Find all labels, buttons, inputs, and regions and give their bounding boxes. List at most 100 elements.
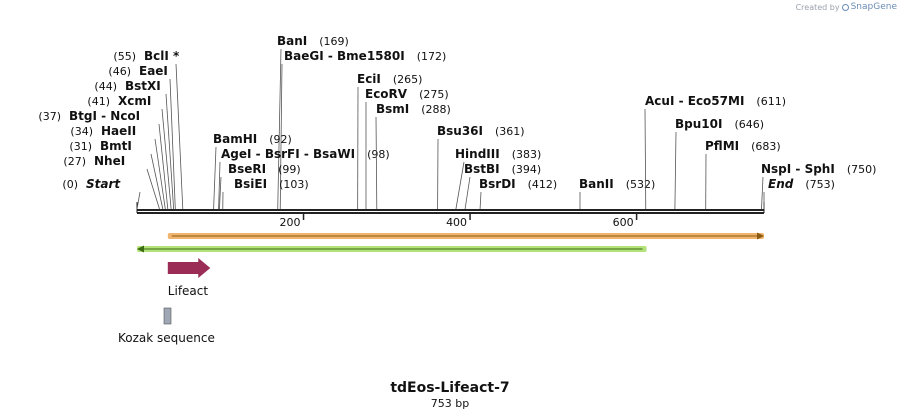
site-banii[interactable]: (532) BanII: [579, 177, 655, 210]
site-bani[interactable]: (169) BanI: [277, 34, 349, 210]
site-name[interactable]: Start: [86, 177, 121, 191]
site-position: (361): [495, 125, 525, 138]
site-bcli-[interactable]: (55) BclI *: [113, 49, 184, 210]
site-leader-line: [464, 176, 471, 210]
site-position: (34): [70, 125, 93, 138]
site-position: (383): [512, 148, 542, 161]
track-reverse[interactable]: [137, 245, 647, 253]
site-name[interactable]: BamHI: [213, 132, 257, 146]
site-leader-line: [277, 48, 282, 210]
site-name[interactable]: EaeI: [139, 64, 168, 78]
site-leader-line: [136, 191, 141, 210]
site-btgi-ncoi[interactable]: (37) BtgI - NcoI: [38, 109, 169, 210]
site-bseri[interactable]: (99) BseRI: [219, 162, 301, 210]
site-name[interactable]: HindIII: [455, 147, 500, 161]
site-name[interactable]: BmtI: [100, 139, 132, 153]
sequence-length: 753 bp: [431, 397, 469, 410]
site-name[interactable]: BstBI: [464, 162, 500, 176]
site-name[interactable]: BanI: [277, 34, 307, 48]
site-position: (55): [113, 50, 136, 63]
site-name[interactable]: BsiEI: [234, 177, 267, 191]
site-bsiei[interactable]: (103) BsiEI: [222, 177, 309, 210]
site-position: (169): [319, 35, 349, 48]
site-leader-line: [455, 161, 465, 210]
site-name[interactable]: BseRI: [228, 162, 266, 176]
tick-label: 600: [613, 216, 634, 229]
arrow-left-icon: [137, 245, 144, 253]
kozak-feature[interactable]: Kozak sequence: [118, 307, 215, 345]
site-position: (275): [419, 88, 449, 101]
site-leader-line: [150, 153, 164, 210]
site-haeii[interactable]: (34) HaeII: [70, 124, 166, 210]
site-name[interactable]: AcuI - Eco57MI: [645, 94, 744, 108]
credit-prefix: Created by: [795, 2, 840, 12]
site-name[interactable]: HaeII: [101, 124, 136, 138]
site-bsu36i[interactable]: (361) Bsu36I: [437, 124, 525, 210]
site-position: (41): [87, 95, 110, 108]
site-position: (753): [805, 178, 835, 191]
site-name[interactable]: BsmI: [376, 102, 409, 116]
site-acui-eco57mi[interactable]: (611) AcuI - Eco57MI: [644, 94, 786, 210]
site-leader-line: [219, 176, 222, 210]
site-bstbi[interactable]: (394) BstBI: [464, 162, 541, 210]
site-leader-line: [279, 63, 283, 210]
site-position: (288): [421, 103, 451, 116]
site-xcmi[interactable]: (41) XcmI: [87, 94, 172, 210]
site-name[interactable]: BclI *: [144, 49, 180, 63]
site-leader-line: [165, 93, 175, 210]
site-bamhi[interactable]: (92) BamHI: [213, 132, 292, 210]
site-leader-line: [479, 191, 482, 210]
site-position: (27): [63, 155, 86, 168]
site-ecii[interactable]: (265) EciI: [357, 72, 423, 210]
site-name[interactable]: EciI: [357, 72, 381, 86]
site-bpu10i[interactable]: (646) Bpu10I: [674, 117, 764, 210]
site-name[interactable]: BanII: [579, 177, 614, 191]
site-position: (103): [279, 178, 309, 191]
site-end[interactable]: (753) End: [763, 177, 835, 209]
lifeact-arrow[interactable]: [167, 258, 211, 278]
backbone: [136, 202, 765, 214]
tick-label: 400: [446, 216, 467, 229]
site-name[interactable]: Bsu36I: [437, 124, 483, 138]
site-position: (92): [269, 133, 292, 146]
site-leader-line: [218, 161, 221, 210]
site-bsrdi[interactable]: (412) BsrDI: [479, 177, 558, 210]
site-name[interactable]: BsrDI: [479, 177, 516, 191]
site-leader-line: [375, 116, 378, 210]
map-title: tdEos-Lifeact-7: [390, 380, 509, 396]
site-name[interactable]: AgeI - BsrFI - BsaWI: [221, 147, 355, 161]
site-name[interactable]: EcoRV: [365, 87, 408, 101]
site-bstxi[interactable]: (44) BstXI: [94, 79, 175, 210]
site-nspi-sphi[interactable]: (750) NspI - SphI: [761, 162, 876, 210]
site-hindiii[interactable]: (383) HindIII: [455, 147, 542, 210]
site-name[interactable]: End: [768, 177, 794, 191]
site-name[interactable]: BaeGI - Bme1580I: [284, 49, 405, 63]
site-name[interactable]: BtgI - NcoI: [69, 109, 140, 123]
site-leader-line: [161, 108, 172, 210]
site-nhei[interactable]: (27) NheI: [63, 154, 160, 210]
site-name[interactable]: PflMI: [705, 139, 739, 153]
lifeact-feature[interactable]: Lifeact: [167, 258, 211, 298]
site-position: (172): [417, 50, 447, 63]
kozak-box[interactable]: [163, 307, 172, 325]
site-pflmi[interactable]: (683) PflMI: [705, 139, 781, 210]
site-name[interactable]: NheI: [94, 154, 125, 168]
site-name[interactable]: XcmI: [118, 94, 151, 108]
site-position: (412): [528, 178, 558, 191]
site-baegi-bme1580i[interactable]: (172) BaeGI - Bme1580I: [279, 49, 447, 210]
site-agei-bsrfi-bsawi[interactable]: (98) AgeI - BsrFI - BsaWI: [218, 147, 390, 210]
site-eaei[interactable]: (46) EaeI: [108, 64, 176, 210]
site-bmti[interactable]: (31) BmtI: [69, 139, 164, 210]
site-name[interactable]: NspI - SphI: [761, 162, 835, 176]
arrow-right-icon: [757, 232, 764, 240]
site-start[interactable]: (0) Start: [62, 177, 141, 210]
site-bsmi[interactable]: (288) BsmI: [375, 102, 451, 210]
site-position: (265): [393, 73, 423, 86]
track-forward[interactable]: [167, 232, 764, 240]
site-ecorv[interactable]: (275) EcoRV: [365, 87, 449, 210]
restriction-sites: (55) BclI * (46) EaeI (44) BstXI (41) XcmI (37) B…: [38, 34, 876, 210]
site-name[interactable]: Bpu10I: [675, 117, 722, 131]
site-leader-line: [169, 78, 176, 210]
site-name[interactable]: BstXI: [125, 79, 161, 93]
